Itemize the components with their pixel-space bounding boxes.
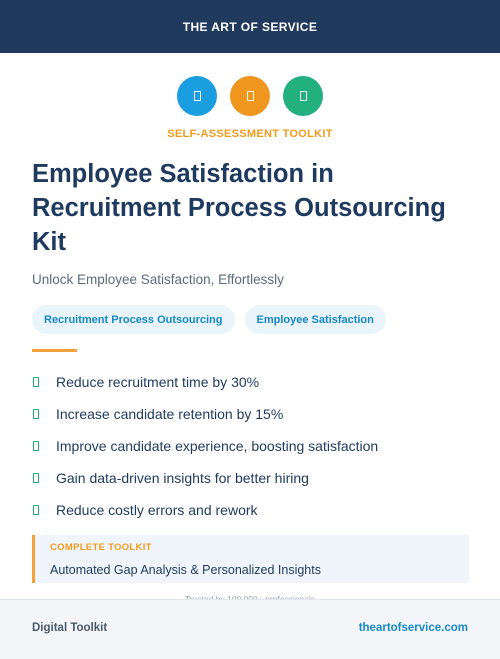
tag-recruitment-process-outsourcing[interactable]: Recruitment Process Outsourcing <box>32 305 235 334</box>
list-item: Increase candidate retention by 15% <box>32 398 378 430</box>
benefit-text: Reduce recruitment time by 30% <box>56 374 260 390</box>
list-item: Improve candidate experience, boosting s… <box>32 430 378 462</box>
benefit-text: Reduce costly errors and rework <box>56 502 258 518</box>
list-item: Reduce costly errors and rework <box>32 494 378 526</box>
benefit-list: Reduce recruitment time by 30% Increase … <box>32 366 378 526</box>
subtitle: Unlock Employee Satisfaction, Effortless… <box>32 272 284 287</box>
tag-employee-satisfaction[interactable]: Employee Satisfaction <box>244 305 386 334</box>
tag-list: Recruitment Process Outsourcing Employee… <box>32 305 386 334</box>
list-item: Gain data-driven insights for better hir… <box>32 462 378 494</box>
clipboard-icon <box>283 76 323 116</box>
accent-divider <box>32 349 77 352</box>
check-icon <box>33 441 39 451</box>
benefit-text: Increase candidate retention by 15% <box>56 406 284 422</box>
header-bar: THE ART OF SERVICE <box>0 0 500 53</box>
trusted-note: Trusted by 100,000+ professionals <box>184 594 316 600</box>
document-icon <box>230 76 270 116</box>
check-icon <box>33 505 39 515</box>
toolkit-callout: COMPLETE TOOLKIT Automated Gap Analysis … <box>32 535 469 583</box>
check-icon <box>33 377 39 387</box>
website-link[interactable]: theartofservice.com <box>358 622 468 634</box>
benefit-text: Gain data-driven insights for better hir… <box>56 470 309 486</box>
brand-name: THE ART OF SERVICE <box>182 19 318 34</box>
check-icon <box>33 473 39 483</box>
page-title: Employee Satisfaction in Recruitment Pro… <box>32 160 446 256</box>
footer: Digital Toolkit theartofservice.com <box>0 599 500 659</box>
icon-row <box>0 76 500 116</box>
footer-label: Digital Toolkit <box>32 622 108 634</box>
callout-label: COMPLETE TOOLKIT <box>50 542 152 553</box>
check-icon <box>33 409 39 419</box>
benefit-text: Improve candidate experience, boosting s… <box>56 438 379 454</box>
eyebrow-label: SELF-ASSESSMENT TOOLKIT <box>167 128 333 140</box>
list-item: Reduce recruitment time by 30% <box>32 366 378 398</box>
callout-text: Automated Gap Analysis & Personalized In… <box>50 563 321 577</box>
device-icon <box>177 76 217 116</box>
